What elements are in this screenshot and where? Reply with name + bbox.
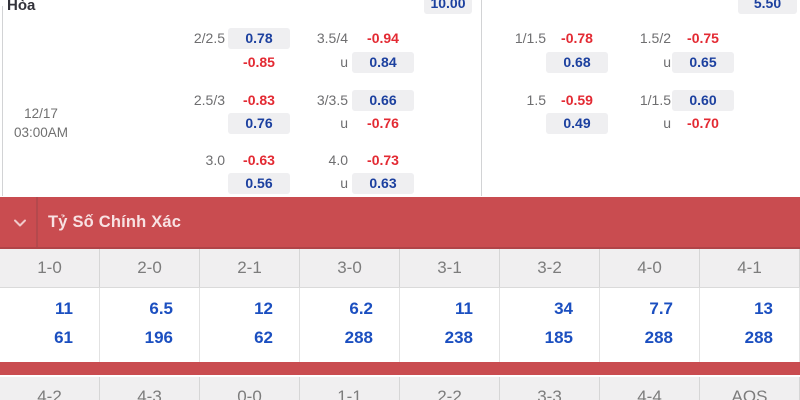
hdp-odds-away[interactable]: 0.68 bbox=[546, 52, 608, 73]
score-header: 4-4 bbox=[600, 377, 700, 400]
total-line-label: 4.0 bbox=[328, 152, 348, 168]
draw-odds-value[interactable]: 10.00 bbox=[424, 0, 472, 14]
score-odds[interactable]: 61 bbox=[54, 328, 73, 347]
score-odds[interactable]: 196 bbox=[144, 328, 173, 347]
score-odds-cell[interactable]: 6.2 288 bbox=[300, 288, 400, 362]
under-odds[interactable]: 0.65 bbox=[672, 52, 734, 73]
hdp-line-label: 1.5 bbox=[526, 92, 546, 108]
left-column-divider bbox=[2, 6, 3, 196]
score-odds[interactable]: 185 bbox=[544, 328, 573, 347]
total-line-label: 1/1.5 bbox=[639, 92, 671, 108]
score-odds[interactable]: 6.5 bbox=[149, 299, 173, 318]
score-odds[interactable]: 238 bbox=[444, 328, 473, 347]
score-odds[interactable]: 288 bbox=[744, 328, 773, 347]
score-header: 1-0 bbox=[0, 249, 100, 287]
score-odds-cell[interactable]: 11 61 bbox=[0, 288, 100, 362]
score-header: 2-0 bbox=[100, 249, 200, 287]
score-odds[interactable]: 12 bbox=[254, 299, 273, 318]
score-header: 3-2 bbox=[500, 249, 600, 287]
score-odds[interactable]: 11 bbox=[455, 299, 473, 318]
score-odds-cell[interactable]: 34 185 bbox=[500, 288, 600, 362]
under-odds[interactable]: -0.76 bbox=[367, 115, 399, 131]
under-odds[interactable]: 0.84 bbox=[352, 52, 414, 73]
over-odds[interactable]: -0.75 bbox=[687, 30, 719, 46]
hdp-line-label: 1/1.5 bbox=[514, 30, 546, 46]
score-header: 3-3 bbox=[500, 377, 600, 400]
score-odds-cell[interactable]: 6.5 196 bbox=[100, 288, 200, 362]
hdp-odds-home[interactable]: 0.78 bbox=[228, 28, 290, 49]
hdp-odds-home[interactable]: -0.63 bbox=[243, 152, 275, 168]
score-odds-cell[interactable]: 7.7 288 bbox=[600, 288, 700, 362]
score-odds[interactable]: 288 bbox=[644, 328, 673, 347]
score-odds[interactable]: 7.7 bbox=[649, 299, 673, 318]
score-odds[interactable]: 34 bbox=[554, 299, 573, 318]
draw-odds-value-right[interactable]: 5.50 bbox=[738, 0, 797, 14]
score-odds-cell[interactable]: 11 238 bbox=[400, 288, 500, 362]
under-odds[interactable]: -0.70 bbox=[687, 115, 719, 131]
match-time: 03:00AM bbox=[13, 125, 69, 140]
score-values-row: 11 61 6.5 196 12 62 6.2 288 11 238 34 18… bbox=[0, 288, 800, 362]
score-odds[interactable]: 13 bbox=[754, 299, 773, 318]
section-header-divider bbox=[36, 197, 38, 247]
score-header: 4-1 bbox=[700, 249, 800, 287]
over-odds[interactable]: -0.73 bbox=[367, 152, 399, 168]
score-header-row: 1-0 2-0 2-1 3-0 3-1 3-2 4-0 4-1 bbox=[0, 249, 800, 288]
total-line-label: 3/3.5 bbox=[316, 92, 348, 108]
hdp-odds-home[interactable]: -0.59 bbox=[561, 92, 593, 108]
score-header: 0-0 bbox=[200, 377, 300, 400]
match-datetime: 12/17 03:00AM bbox=[6, 104, 76, 142]
hdp-odds-away[interactable]: -0.85 bbox=[243, 54, 275, 70]
score-header: 4-0 bbox=[600, 249, 700, 287]
score-header: 3-0 bbox=[300, 249, 400, 287]
over-odds[interactable]: 0.60 bbox=[672, 90, 734, 111]
score-header: 3-1 bbox=[400, 249, 500, 287]
section-divider-bar bbox=[0, 362, 800, 375]
score-header: 4-3 bbox=[100, 377, 200, 400]
score-header: 1-1 bbox=[300, 377, 400, 400]
total-line-label: 3.5/4 bbox=[316, 30, 348, 46]
draw-row-label: Hòa bbox=[7, 0, 36, 14]
hdp-odds-away[interactable]: 0.49 bbox=[546, 113, 608, 134]
section-header-correct-score[interactable]: Tỷ Số Chính Xác bbox=[0, 197, 800, 249]
hdp-line-label: 3.0 bbox=[205, 152, 225, 168]
hdp-odds-home[interactable]: -0.78 bbox=[561, 30, 593, 46]
over-odds[interactable]: -0.94 bbox=[367, 30, 399, 46]
under-label: u bbox=[340, 115, 348, 131]
score-odds[interactable]: 11 bbox=[55, 299, 73, 318]
score-header: 4-2 bbox=[0, 377, 100, 400]
under-odds[interactable]: 0.63 bbox=[352, 173, 414, 194]
chevron-down-icon[interactable] bbox=[11, 214, 29, 232]
score-odds-cell[interactable]: 13 288 bbox=[700, 288, 800, 362]
score-header-row-next: 4-2 4-3 0-0 1-1 2-2 3-3 4-4 AOS bbox=[0, 377, 800, 400]
score-odds[interactable]: 288 bbox=[344, 328, 373, 347]
match-date: 12/17 bbox=[24, 106, 58, 121]
score-header: 2-2 bbox=[400, 377, 500, 400]
under-label: u bbox=[663, 115, 671, 131]
section-title: Tỷ Số Chính Xác bbox=[48, 213, 182, 231]
score-odds-cell[interactable]: 12 62 bbox=[200, 288, 300, 362]
hdp-odds-away[interactable]: 0.76 bbox=[228, 113, 290, 134]
hdp-odds-home[interactable]: -0.83 bbox=[243, 92, 275, 108]
score-odds[interactable]: 62 bbox=[254, 328, 273, 347]
over-odds[interactable]: 0.66 bbox=[352, 90, 414, 111]
score-header: 2-1 bbox=[200, 249, 300, 287]
total-line-label: 1.5/2 bbox=[639, 30, 671, 46]
hdp-line-label: 2/2.5 bbox=[193, 30, 225, 46]
score-header: AOS bbox=[700, 377, 800, 400]
under-label: u bbox=[340, 54, 348, 70]
score-odds[interactable]: 6.2 bbox=[349, 299, 373, 318]
hdp-line-label: 2.5/3 bbox=[193, 92, 225, 108]
under-label: u bbox=[663, 54, 671, 70]
hdp-odds-away[interactable]: 0.56 bbox=[228, 173, 290, 194]
under-label: u bbox=[340, 175, 348, 191]
bookmaker-panel-divider bbox=[481, 0, 482, 196]
